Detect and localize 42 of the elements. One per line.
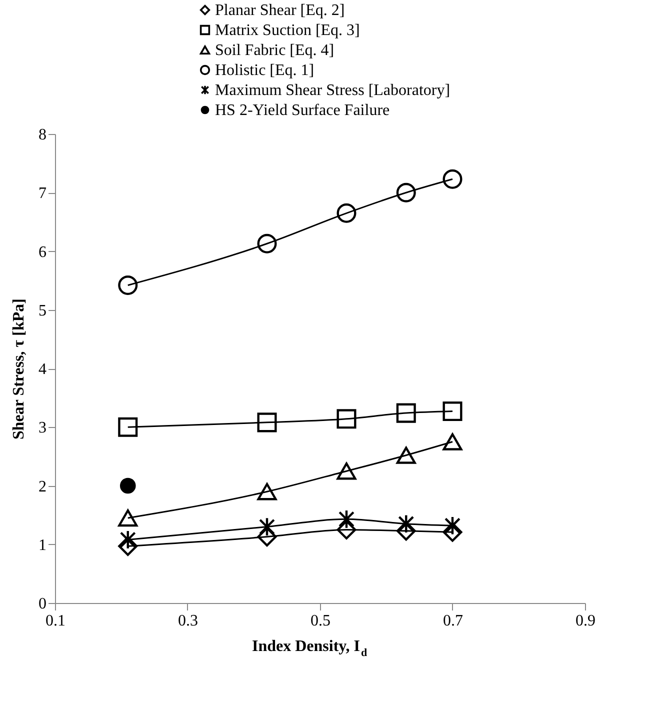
point	[442, 433, 462, 450]
point	[398, 514, 414, 534]
point	[338, 509, 355, 529]
point	[442, 402, 462, 422]
legend-label: Soil Fabric [Eq. 4]	[215, 42, 334, 59]
y-tick-label: 2	[38, 478, 46, 496]
point	[118, 509, 138, 527]
point	[336, 520, 356, 540]
point	[118, 276, 138, 295]
y-tick-label: 0	[38, 596, 46, 612]
legend-label: Holistic [Eq. 1]	[215, 62, 314, 79]
point	[257, 412, 277, 432]
legend-label: Planar Shear [Eq. 2]	[215, 2, 345, 19]
point	[396, 446, 416, 464]
y-tick-label: 6	[38, 244, 46, 261]
y-tick-label: 1	[38, 536, 46, 554]
point	[120, 478, 136, 494]
point	[336, 203, 356, 223]
x-tick-label: 0.9	[576, 612, 596, 630]
point	[118, 536, 138, 556]
legend-label: HS 2-Yield Surface Failure	[215, 102, 390, 119]
y-tick-label: 3	[38, 420, 46, 437]
point	[258, 517, 276, 537]
x-tick-label: 0.3	[178, 612, 198, 630]
point	[118, 417, 138, 437]
y-tick-label: 4	[38, 361, 46, 378]
point	[442, 169, 462, 189]
y-tick-label: 7	[38, 185, 46, 202]
x-tick-label: 0.5	[310, 612, 330, 630]
y-tick-label: 5	[38, 302, 46, 320]
point	[396, 182, 416, 202]
point	[257, 483, 277, 500]
y-tick-label: 8	[38, 126, 46, 144]
legend-label: Maximum Shear Stress [Laboratory]	[215, 82, 450, 99]
x-tick-label: 0.1	[46, 612, 66, 630]
point	[336, 462, 356, 480]
legend-label: Matrix Suction [Eq. 3]	[215, 22, 360, 39]
point	[336, 409, 356, 429]
point	[396, 403, 416, 423]
x-tick-label: 0.7	[443, 612, 463, 630]
y-axis-title: Shear Stress, τ [kPa]	[10, 298, 28, 440]
point	[257, 234, 277, 254]
